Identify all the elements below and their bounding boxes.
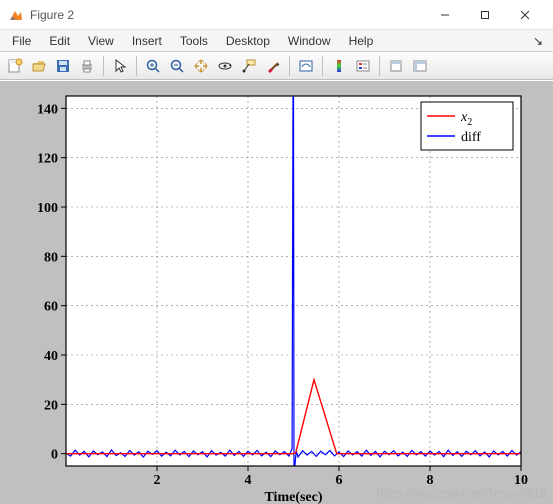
- svg-text:2: 2: [154, 473, 161, 488]
- save-icon[interactable]: [52, 55, 74, 77]
- show-tools-icon[interactable]: [409, 55, 431, 77]
- rotate3d-icon[interactable]: [214, 55, 236, 77]
- new-figure-icon[interactable]: [4, 55, 26, 77]
- menu-file[interactable]: File: [4, 32, 39, 50]
- svg-text:4: 4: [245, 473, 252, 488]
- menu-help[interactable]: Help: [341, 32, 382, 50]
- close-button[interactable]: [505, 1, 545, 29]
- window-title: Figure 2: [30, 8, 425, 22]
- svg-text:diff: diff: [461, 130, 481, 145]
- toolbar-sep: [136, 56, 137, 76]
- brush-icon[interactable]: [262, 55, 284, 77]
- menu-insert[interactable]: Insert: [124, 32, 170, 50]
- menu-overflow-icon[interactable]: ↘: [527, 34, 549, 48]
- pan-icon[interactable]: [190, 55, 212, 77]
- legend-icon[interactable]: [352, 55, 374, 77]
- link-icon[interactable]: [295, 55, 317, 77]
- toolbar-sep: [289, 56, 290, 76]
- print-icon[interactable]: [76, 55, 98, 77]
- svg-text:100: 100: [37, 201, 58, 216]
- zoom-in-icon[interactable]: [142, 55, 164, 77]
- titlebar: Figure 2: [0, 0, 553, 30]
- menu-window[interactable]: Window: [280, 32, 339, 50]
- pointer-icon[interactable]: [109, 55, 131, 77]
- toolbar-sep: [379, 56, 380, 76]
- zoom-out-icon[interactable]: [166, 55, 188, 77]
- svg-text:0: 0: [51, 448, 58, 463]
- menu-tools[interactable]: Tools: [172, 32, 216, 50]
- menu-view[interactable]: View: [80, 32, 122, 50]
- figure-canvas[interactable]: 246810020406080100120140Time(sec)x2diff …: [0, 81, 553, 504]
- toolbar-sep: [103, 56, 104, 76]
- open-icon[interactable]: [28, 55, 50, 77]
- maximize-button[interactable]: [465, 1, 505, 29]
- menu-desktop[interactable]: Desktop: [218, 32, 278, 50]
- toolbar-sep: [322, 56, 323, 76]
- svg-text:Time(sec): Time(sec): [264, 490, 322, 504]
- svg-text:8: 8: [427, 473, 434, 488]
- svg-text:20: 20: [44, 398, 58, 413]
- window-controls: [425, 1, 545, 29]
- svg-text:60: 60: [44, 300, 58, 315]
- svg-text:40: 40: [44, 349, 58, 364]
- data-cursor-icon[interactable]: [238, 55, 260, 77]
- menubar: File Edit View Insert Tools Desktop Wind…: [0, 30, 553, 52]
- menu-edit[interactable]: Edit: [41, 32, 78, 50]
- svg-text:6: 6: [336, 473, 343, 488]
- svg-text:120: 120: [37, 152, 58, 167]
- colorbar-icon[interactable]: [328, 55, 350, 77]
- svg-text:10: 10: [514, 473, 528, 488]
- matlab-figure-icon: [8, 7, 24, 23]
- svg-text:80: 80: [44, 250, 58, 265]
- minimize-button[interactable]: [425, 1, 465, 29]
- toolbar: [0, 52, 553, 80]
- svg-text:140: 140: [37, 102, 58, 117]
- hide-tools-icon[interactable]: [385, 55, 407, 77]
- axes[interactable]: 246810020406080100120140Time(sec)x2diff: [0, 81, 553, 504]
